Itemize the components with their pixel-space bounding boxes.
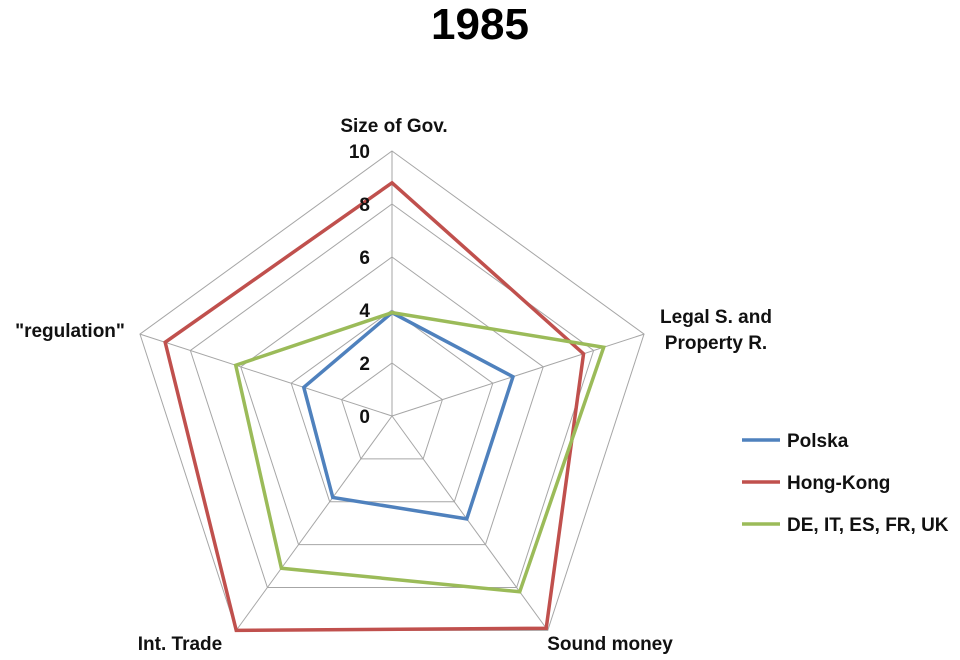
radar-grid bbox=[139, 150, 645, 631]
axis-label-1: Legal S. and Property R. bbox=[660, 307, 772, 354]
series-line-2 bbox=[233, 310, 607, 594]
legend-label-0: Polska bbox=[787, 431, 849, 452]
radar-series bbox=[163, 180, 607, 633]
tick-label-6: 6 bbox=[359, 248, 370, 269]
axis-label-0: Size of Gov. bbox=[340, 116, 447, 137]
tick-label-8: 8 bbox=[359, 195, 370, 216]
axis-label-3: Int. Trade bbox=[138, 634, 222, 655]
tick-label-0: 0 bbox=[359, 407, 370, 428]
chart-title: 1985 bbox=[431, 0, 529, 49]
spoke-2 bbox=[391, 415, 549, 631]
series-line-1 bbox=[163, 180, 586, 633]
legend: Polska Hong-Kong DE, IT, ES, FR, UK bbox=[742, 431, 949, 536]
spoke-4 bbox=[139, 333, 393, 417]
legend-label-1: Hong-Kong bbox=[787, 473, 890, 494]
axis-label-2: Sound money bbox=[547, 634, 673, 655]
grid-ring-4 bbox=[290, 309, 494, 503]
series-line-0 bbox=[301, 310, 516, 521]
radial-ticks: 0 2 4 6 8 10 bbox=[349, 142, 371, 428]
spoke-1 bbox=[391, 333, 645, 417]
grid-ring-2 bbox=[341, 362, 443, 460]
legend-label-2: DE, IT, ES, FR, UK bbox=[787, 515, 949, 536]
grid-ring-6 bbox=[240, 256, 544, 546]
radar-spokes bbox=[139, 151, 645, 631]
axis-labels: Size of Gov. Legal S. and Property R. Sound… bbox=[15, 116, 772, 655]
grid-ring-8 bbox=[189, 203, 595, 589]
tick-label-10: 10 bbox=[349, 142, 370, 163]
tick-label-2: 2 bbox=[359, 354, 370, 375]
axis-label-4: "regulation" bbox=[15, 321, 125, 342]
tick-label-4: 4 bbox=[359, 301, 370, 322]
spoke-3 bbox=[235, 415, 393, 631]
